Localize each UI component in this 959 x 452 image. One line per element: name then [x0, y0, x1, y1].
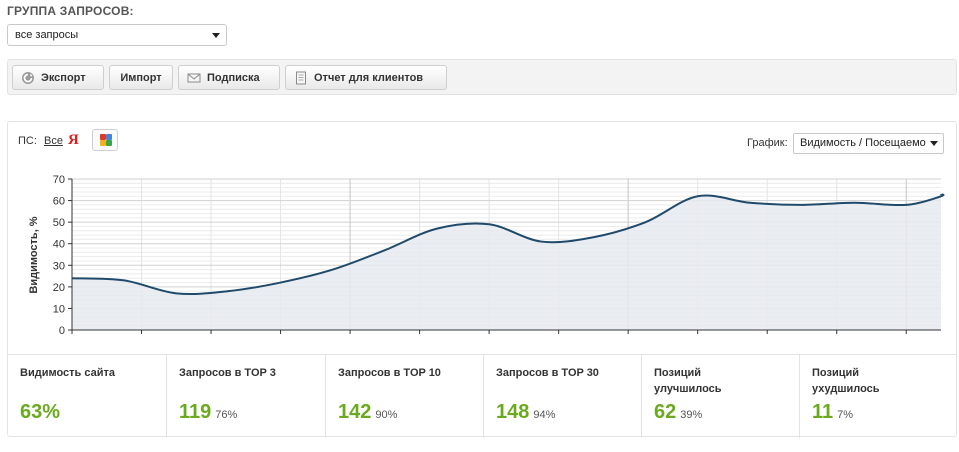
stat-number: 11	[812, 401, 834, 423]
visibility-chart: Видимость, % 0 10 20 30 40 50 60 70	[28, 174, 945, 337]
chart-y-tick-label: 0	[59, 325, 65, 337]
chart-y-tick-label: 20	[53, 282, 65, 294]
ps-all-link[interactable]: Все	[44, 135, 63, 147]
stat-percent: 94%	[533, 409, 556, 421]
chart-y-axis-label: Видимость, %	[28, 216, 40, 293]
report-label: Отчет для клиентов	[314, 71, 424, 84]
stat-top30: Запросов в TOP 30 148 94%	[483, 355, 641, 438]
chart-y-tick-label: 10	[53, 303, 65, 315]
chart-plot-area: 0 10 20 30 40 50 60 70	[53, 174, 945, 337]
ps-label: ПС:	[18, 135, 37, 147]
group-select-value: все запросы	[15, 29, 79, 41]
chart-y-tick-label: 30	[53, 260, 65, 272]
subscribe-label: Подписка	[207, 71, 260, 84]
stat-label: Позиций улучшилось	[654, 367, 722, 395]
stat-value: 11 7%	[812, 401, 853, 424]
stat-top10: Запросов в TOP 10 142 90%	[325, 355, 483, 438]
google-icon[interactable]	[92, 129, 118, 151]
chevron-down-icon	[212, 33, 220, 38]
stats-row: Видимость сайта 63% Запросов в TOP 3 119…	[8, 354, 956, 438]
group-label: ГРУППА ЗАПРОСОВ:	[7, 4, 134, 18]
stat-percent: 90%	[375, 409, 398, 421]
stat-number: 63%	[20, 401, 61, 423]
export-label: Экспорт	[41, 71, 86, 84]
envelope-icon	[187, 73, 201, 82]
group-select[interactable]: все запросы	[7, 24, 227, 46]
stat-value: 63%	[20, 401, 60, 424]
document-icon	[296, 71, 306, 84]
export-button[interactable]: Экспорт	[12, 65, 104, 90]
stat-number: 142	[338, 401, 372, 423]
stat-top3: Запросов в TOP 3 119 76%	[166, 355, 325, 438]
stat-label: Запросов в TOP 10	[338, 367, 441, 379]
toolbar: Экспорт Импорт Подписка Отчет для клиент…	[7, 59, 957, 95]
stat-label: Видимость сайта	[20, 367, 115, 379]
report-button[interactable]: Отчет для клиентов	[285, 65, 447, 90]
stat-value: 62 39%	[654, 401, 702, 424]
stat-value: 142 90%	[338, 401, 397, 424]
stat-number: 62	[654, 401, 677, 423]
stat-number: 119	[179, 401, 212, 423]
visibility-panel: ПС: Все Я График: Видимость / Посещаемо …	[7, 121, 957, 438]
chart-y-tick-label: 60	[53, 196, 65, 208]
google-logo-icon	[100, 134, 112, 146]
subscribe-button[interactable]: Подписка	[178, 65, 280, 90]
stat-percent: 7%	[837, 409, 854, 421]
export-icon	[22, 71, 34, 84]
stat-label: Запросов в TOP 3	[179, 367, 276, 379]
stat-percent: 39%	[680, 409, 703, 421]
yandex-icon[interactable]: Я	[68, 132, 79, 148]
chart-y-tick-label: 40	[53, 239, 65, 251]
import-label: Импорт	[120, 71, 162, 84]
graph-select-value: Видимость / Посещаемо	[800, 137, 926, 149]
import-button[interactable]: Импорт	[109, 65, 173, 90]
chart-y-tick-label: 70	[53, 174, 65, 186]
chart-series-line	[71, 193, 945, 296]
stat-label: Позиций ухудшилось	[812, 367, 880, 395]
stat-visibility: Видимость сайта 63%	[8, 355, 165, 438]
stat-value: 119 76%	[179, 401, 237, 424]
graph-label: График:	[747, 137, 788, 149]
chart-y-tick-label: 50	[53, 217, 65, 229]
stat-improved: Позиций улучшилось 62 39%	[641, 355, 799, 438]
stat-worsened: Позиций ухудшилось 11 7%	[799, 355, 956, 438]
chevron-down-icon	[930, 141, 938, 146]
stat-percent: 76%	[215, 409, 238, 421]
stat-label: Запросов в TOP 30	[496, 367, 599, 379]
stat-value: 148 94%	[496, 401, 555, 424]
chart-area-fill	[72, 194, 944, 330]
graph-select[interactable]: Видимость / Посещаемо	[793, 133, 944, 154]
stat-number: 148	[496, 401, 530, 423]
